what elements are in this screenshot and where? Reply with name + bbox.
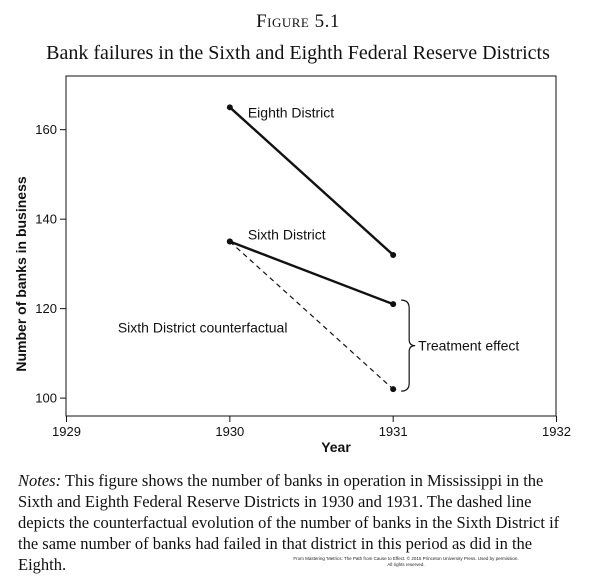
x-tick-label: 1931 <box>379 424 408 439</box>
x-tick-label: 1930 <box>215 424 244 439</box>
y-tick-label: 160 <box>35 122 57 137</box>
y-tick-label: 140 <box>35 212 57 227</box>
figure-title: Bank failures in the Sixth and Eighth Fe… <box>46 42 550 64</box>
x-axis-label: Year <box>321 439 351 455</box>
sixth-district-point <box>390 301 397 308</box>
series-labels: Eighth District Sixth District Sixth Distr… <box>118 104 519 392</box>
y-tick-label: 120 <box>35 301 57 316</box>
line-chart: 1929 1930 1931 1932 100 120 140 160 Eighth Dist… <box>13 75 571 455</box>
notes-lead: Notes: <box>18 471 62 490</box>
sixth-district-counterfactual-label: Sixth District counterfactual <box>118 320 288 336</box>
copyright-credit: From Mastering 'Metrics: The Path from C… <box>268 556 544 568</box>
axis-ticks: 1929 1930 1931 1932 100 120 140 160 <box>35 122 571 439</box>
plot-frame <box>65 75 557 417</box>
notes-text: This figure shows the number of banks in… <box>18 471 560 574</box>
sixth-district-counterfactual-point <box>226 238 233 245</box>
y-tick-label: 100 <box>35 391 57 406</box>
credit-line-1: From Mastering 'Metrics: The Path from C… <box>293 556 519 561</box>
sixth-district-label: Sixth District <box>248 227 326 243</box>
figure-notes: Notes: This figure shows the number of b… <box>18 470 578 575</box>
credit-line-2: All rights reserved. <box>387 562 425 567</box>
eighth-district-label: Eighth District <box>248 104 334 120</box>
treatment-effect-label: Treatment effect <box>418 338 519 354</box>
sixth-district-line <box>229 240 394 306</box>
treatment-effect-brace <box>401 299 416 392</box>
x-tick-label: 1932 <box>542 424 571 439</box>
figure-label: Figure 5.1 <box>256 11 340 32</box>
eighth-district-point <box>390 251 397 258</box>
sixth-district-counterfactual-point <box>390 386 397 393</box>
eighth-district-line <box>229 106 394 256</box>
x-tick-label: 1929 <box>52 424 81 439</box>
y-axis-label: Number of banks in business <box>13 176 29 371</box>
eighth-district-point <box>226 104 233 111</box>
sixth-district-counterfactual-line <box>229 241 394 390</box>
series-lines <box>226 104 397 393</box>
